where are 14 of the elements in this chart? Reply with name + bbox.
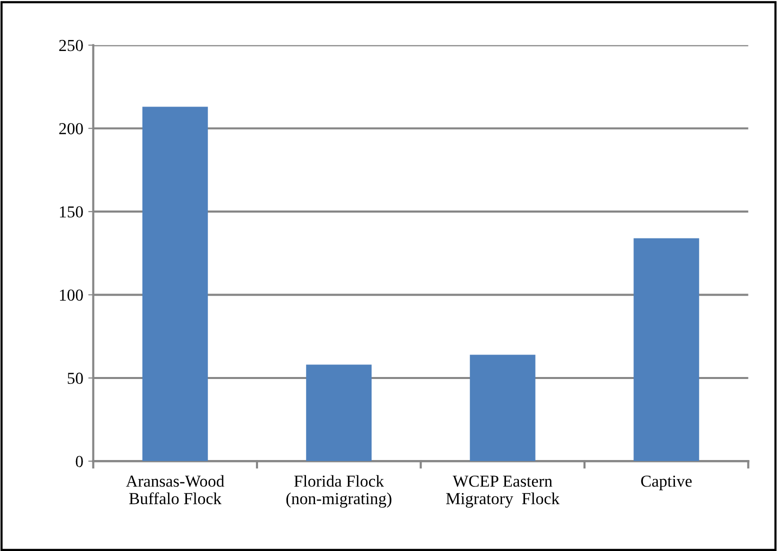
- x-tick-label: Florida Flock (non-migrating): [286, 475, 392, 508]
- x-tick-label: Aransas-Wood Buffalo Flock: [126, 475, 224, 504]
- y-tick-label: 0: [76, 456, 83, 468]
- bar: [306, 364, 372, 462]
- y-tick-label: 150: [60, 206, 83, 218]
- bar: [634, 238, 700, 462]
- y-tick-label: 200: [59, 123, 83, 134]
- y-tick-label: 250: [59, 40, 83, 52]
- x-tick-label: WCEP Eastern Migratory Flock: [446, 476, 560, 508]
- y-tick-label: 100: [60, 289, 83, 301]
- y-tick-label: 50: [68, 372, 83, 384]
- bar: [142, 106, 208, 462]
- bar: [470, 354, 536, 462]
- x-tick-label: Captive: [641, 476, 692, 490]
